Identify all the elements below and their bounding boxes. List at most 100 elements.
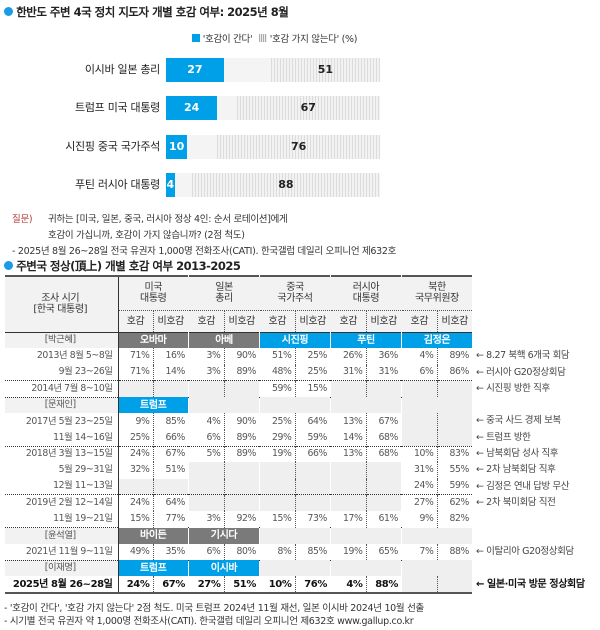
gap <box>259 576 260 594</box>
subheader-unfav: 비호감 <box>366 310 401 333</box>
empty-cell <box>402 576 438 594</box>
event-note: ← 중국 사드 경제 보복 <box>476 415 561 427</box>
bar-positive: 10 <box>166 135 188 159</box>
empty-cell <box>224 494 259 512</box>
table-row: 9월 23~26일 71% 14% 3% 89% 48% 25% 31% 31% 6% 86% ← 러… <box>5 364 592 381</box>
gap <box>330 511 331 528</box>
gap <box>330 527 331 544</box>
gap <box>188 429 189 447</box>
bar-positive: 4 <box>166 173 175 197</box>
note <box>472 528 592 544</box>
gap <box>330 396 331 414</box>
favorability-table: 조사 시기 [한국 대통령] 미국 대통령 일본 총리 중국 국가주석 러시아 대통령 북한 국무위원… <box>5 275 592 594</box>
value-cell: 77% <box>165 513 186 525</box>
legend-swatch-positive <box>192 34 200 42</box>
bar-positive: 24 <box>166 96 218 120</box>
empty-cell <box>331 494 367 512</box>
table-row: 11월 14~16일 25% 66% 6% 89% 29% 59% 14% 68% ← 트럼프 방… <box>5 429 592 447</box>
value-cell: 36% <box>378 350 399 362</box>
survey-period: 2025년 8월 26~28일 <box>5 576 119 594</box>
table-row: 2025년 8월 26~28일 24% 67% 27% 51% 10% 76% 4% 88% ← … <box>5 576 592 594</box>
value-cell: 68% <box>366 445 401 463</box>
empty-cell <box>331 478 367 495</box>
gap <box>259 462 260 479</box>
subheader-unfav: 비호감 <box>224 310 259 333</box>
subheader-unfav: 비호감 <box>153 310 188 333</box>
survey-period: 2014년 7월 8~10일 <box>5 380 119 398</box>
gap <box>330 348 331 365</box>
gap <box>330 429 331 447</box>
empty-cell <box>189 397 259 414</box>
value-cell: 4% <box>402 348 438 365</box>
empty-cell <box>402 397 472 414</box>
value-cell: 66% <box>165 431 186 443</box>
gap <box>259 511 260 528</box>
value-cell: 71% <box>118 348 154 365</box>
gap <box>401 413 402 430</box>
value-cell: 65% <box>378 545 399 557</box>
leader-row: [이재명] 트럼프 이시바 <box>5 559 592 577</box>
bar-positive: 27 <box>166 58 224 82</box>
value-cell: 90% <box>236 415 257 427</box>
value-cell: 68% <box>378 431 399 443</box>
group-name: 러시아 <box>352 282 380 294</box>
gap <box>259 364 260 381</box>
legend: '호감이 간다' '호감 가지 않는다' (%) <box>192 34 357 45</box>
president-label: [박근혜] <box>5 332 119 349</box>
gap <box>401 494 402 512</box>
value-cell: 25% <box>260 413 296 430</box>
empty-cell <box>260 397 330 414</box>
value-cell: 9% <box>118 413 154 430</box>
gap <box>330 380 331 398</box>
group-title: 국가주석 <box>277 293 313 305</box>
value-cell: 10% <box>402 445 438 463</box>
gap <box>330 413 331 430</box>
subheader-fav: 호감 <box>189 310 225 333</box>
empty-cell <box>260 494 296 512</box>
value-cell: 85% <box>307 545 328 557</box>
leader-name: 이시바 <box>189 560 259 577</box>
value-cell: 25% <box>118 429 154 447</box>
gap <box>188 527 189 544</box>
table-row: 2019년 2월 12~14일 24% 64% 27% 62% ← 2차 북미회담 직전 <box>5 494 592 512</box>
empty-cell <box>366 478 401 495</box>
empty-cell <box>260 527 330 544</box>
value-cell: 66% <box>295 445 330 463</box>
group-title: 대통령 <box>140 293 167 305</box>
value-cell: 15% <box>118 511 154 528</box>
bar-track: 51 27 <box>166 58 380 82</box>
gap <box>259 276 260 310</box>
value-cell: 3% <box>189 364 225 381</box>
gap <box>330 310 331 332</box>
gap <box>188 478 189 495</box>
empty-cell <box>402 527 472 544</box>
value-cell: 19% <box>260 445 296 463</box>
value-cell: 89% <box>449 350 470 362</box>
value-cell: 86% <box>449 366 470 378</box>
value-cell: 13% <box>331 413 367 430</box>
value-cell: 82% <box>449 513 470 525</box>
value-cell: 55% <box>449 464 470 476</box>
bar-category-label: 트럼프 미국 대통령 <box>75 101 160 114</box>
gap <box>188 276 189 310</box>
gap <box>259 348 260 365</box>
gap <box>401 429 402 447</box>
event-note: ← 러시아 G20정상회담 <box>476 366 566 378</box>
bar-negative: 67 <box>236 96 380 120</box>
value-cell: 7% <box>402 543 438 561</box>
leader-name: 시진핑 <box>260 332 330 349</box>
value-cell: 4% <box>189 413 225 430</box>
leader-row: [윤석열] 바이든 기시다 <box>5 527 592 544</box>
table-row: 2017년 5월 23~25일 9% 85% 4% 90% 25% 64% 13% 67% ← 중… <box>5 413 592 430</box>
gap <box>188 511 189 528</box>
value-cell: 5% <box>189 445 225 463</box>
leader-name: 트럼프 <box>118 560 188 577</box>
value-cell: 31% <box>402 462 438 479</box>
group-name: 중국 <box>286 282 304 294</box>
bar-negative: 76 <box>217 135 380 159</box>
table-row: 2013년 8월 5~8일 71% 16% 3% 90% 51% 25% 26% 36% 4% 89… <box>5 348 592 365</box>
value-cell: 25% <box>307 366 328 378</box>
value-cell: 85% <box>165 415 186 427</box>
empty-cell <box>260 560 330 577</box>
subheader-fav: 호감 <box>260 310 296 333</box>
